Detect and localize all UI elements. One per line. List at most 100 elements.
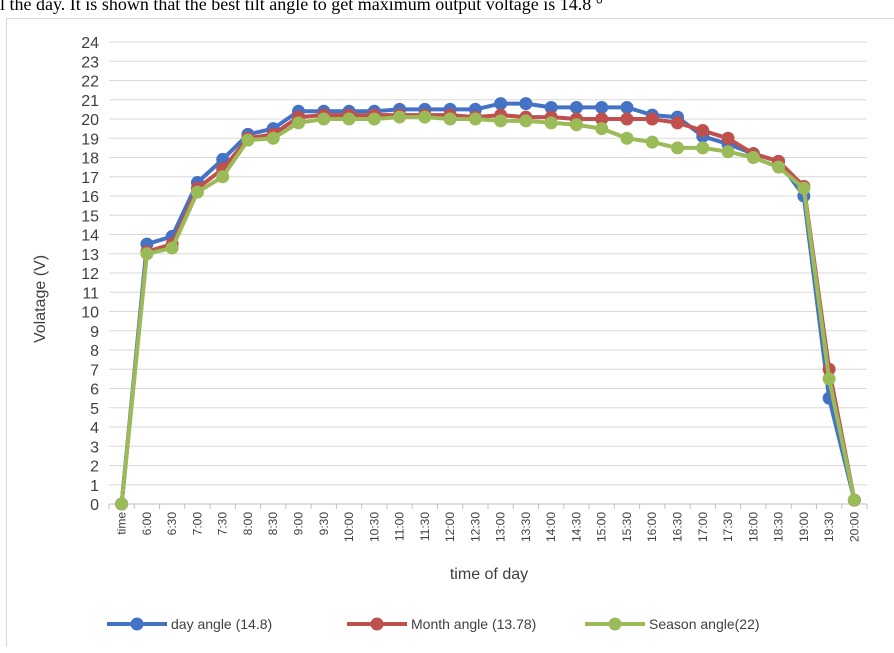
data-point: [620, 131, 634, 145]
data-point: [468, 112, 482, 126]
x-tick-label: 7:30: [216, 512, 230, 536]
y-tick-label: 1: [90, 478, 99, 495]
data-point: [443, 112, 457, 126]
y-tick-label: 4: [90, 420, 99, 437]
series-lines: [115, 97, 861, 511]
data-point: [772, 160, 786, 174]
legend-label: day angle (14.8): [171, 616, 272, 632]
data-point: [569, 100, 583, 114]
x-tick-label: 20:00: [847, 512, 861, 542]
data-point: [645, 135, 659, 149]
x-tick-label: 12:30: [468, 512, 482, 542]
data-point: [822, 372, 836, 386]
x-tick-label: 16:00: [645, 512, 659, 542]
series-line: [119, 113, 857, 505]
series-3: [115, 110, 861, 511]
legend-label: Season angle(22): [649, 616, 760, 632]
data-point: [317, 112, 331, 126]
line-chart: 0123456789101112131415161718192021222324…: [32, 35, 868, 632]
data-point: [620, 112, 634, 126]
data-point: [393, 110, 407, 124]
data-point: [696, 141, 710, 155]
x-tick-label: 16:30: [671, 512, 685, 542]
y-tick-label: 7: [90, 362, 99, 379]
y-tick-label: 6: [90, 382, 99, 399]
y-tick-label: 2: [90, 459, 99, 476]
y-axis-title: Volatage (V): [32, 255, 49, 343]
x-tick-label: time: [115, 512, 129, 535]
legend-label: Month angle (13.78): [411, 616, 536, 632]
x-tick-label: 13:00: [494, 512, 508, 542]
x-tick-label: 8:00: [241, 512, 255, 536]
data-point: [721, 131, 735, 145]
y-tick-label: 18: [81, 151, 99, 168]
data-point: [115, 497, 129, 511]
data-point: [847, 493, 861, 507]
y-tick-label: 12: [81, 266, 99, 283]
y-tick-label: 21: [81, 93, 99, 110]
y-tick-label: 13: [81, 247, 99, 264]
data-point: [367, 112, 381, 126]
x-axis-title: time of day: [450, 566, 528, 583]
y-tick-label: 0: [90, 497, 99, 514]
y-tick-label: 16: [81, 189, 99, 206]
y-tick-label: 24: [81, 35, 99, 52]
data-point: [544, 116, 558, 130]
data-point: [569, 118, 583, 132]
legend-swatch-marker: [130, 617, 144, 631]
y-tick-label: 5: [90, 401, 99, 418]
gridlines: [108, 41, 868, 509]
data-point: [544, 100, 558, 114]
legend-item: day angle (14.8): [107, 616, 272, 632]
data-point: [140, 247, 154, 261]
legend-swatch-marker: [608, 617, 622, 631]
data-point: [519, 114, 533, 128]
x-tick-label: 14:00: [544, 512, 558, 542]
y-tick-label: 20: [81, 112, 99, 129]
x-tick-label: 19:00: [797, 512, 811, 542]
data-point: [494, 97, 508, 111]
x-tick-label: 10:30: [367, 512, 381, 542]
data-point: [696, 124, 710, 138]
data-point: [519, 97, 533, 111]
x-tick-label: 6:00: [140, 512, 154, 536]
legend-item: Month angle (13.78): [347, 616, 536, 632]
x-tick-label: 10:00: [342, 512, 356, 542]
data-point: [494, 114, 508, 128]
data-point: [671, 116, 684, 130]
x-tick-label: 18:00: [746, 512, 760, 542]
y-tick-label: 10: [81, 305, 99, 322]
y-tick-label: 3: [90, 439, 99, 456]
y-tick-label: 14: [81, 228, 99, 245]
y-tick-label: 11: [82, 285, 99, 302]
data-point: [266, 131, 280, 145]
y-tick-label: 8: [90, 343, 99, 360]
x-tick-label: 7:00: [190, 512, 204, 536]
data-point: [595, 100, 609, 114]
chart-legend: day angle (14.8) Month angle (13.78) Seaso…: [107, 616, 760, 632]
x-tick-label: 11:00: [393, 512, 407, 541]
y-tick-label: 22: [81, 74, 99, 91]
data-point: [292, 116, 305, 130]
data-point: [241, 133, 255, 147]
y-tick-label: 17: [81, 170, 99, 187]
x-tick-label: 9:00: [292, 512, 306, 536]
x-tick-label: 17:00: [696, 512, 710, 542]
data-point: [418, 110, 432, 124]
x-tick-label: 8:30: [266, 512, 280, 536]
data-point: [620, 100, 634, 114]
data-point: [190, 185, 204, 199]
caption-text: l the day. It is shown that the best til…: [0, 0, 603, 14]
y-tick-label: 9: [90, 324, 99, 341]
chart-area: 0 1 2 3 4 5 6 7 8 9 10 11 12 13 14 15 16 17 18 19 20 21 22 23 24…: [6, 18, 894, 647]
data-point: [721, 145, 735, 159]
x-tick-label: 15:30: [620, 512, 634, 542]
legend-item: Season angle(22): [585, 616, 760, 632]
y-tick-label: 15: [81, 208, 99, 225]
data-point: [671, 141, 684, 155]
data-point: [797, 181, 811, 195]
y-tick-label: 23: [81, 54, 99, 71]
data-point: [342, 112, 356, 126]
x-axis-tick-labels: time 6:00 6:30 7:00 7:30 8:00 8:30 9:00 9:30 10:0…: [115, 512, 862, 542]
